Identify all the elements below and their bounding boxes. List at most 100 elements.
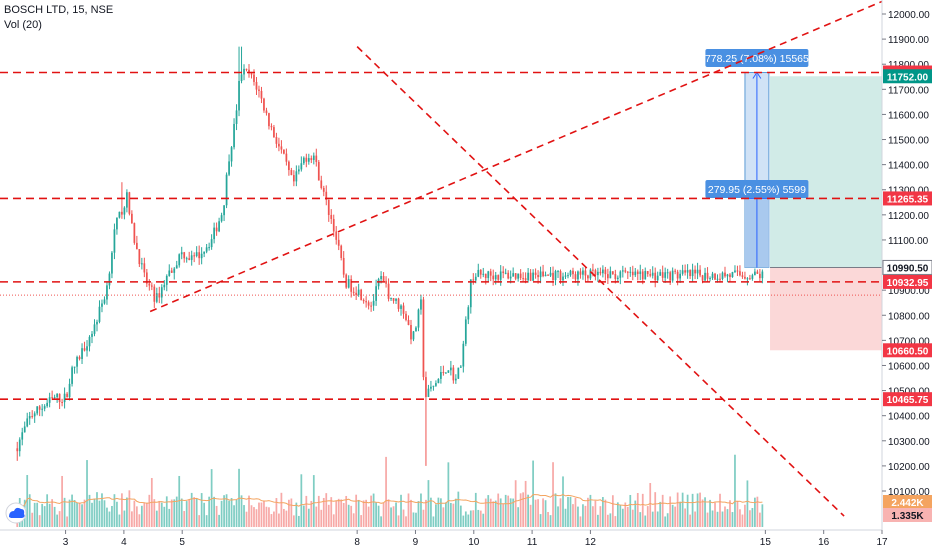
candle-body	[150, 285, 153, 287]
candle-body	[163, 284, 166, 288]
price-range-measure-tool[interactable]: 778.25 (7.08%) 15565 279.95 (2.55%) 5599	[705, 49, 809, 268]
loss-zone[interactable]	[770, 267, 882, 351]
volume-bar	[549, 515, 552, 527]
volume-bar	[288, 499, 290, 527]
candle-body	[63, 393, 66, 403]
volume-ma-axis-label	[883, 495, 932, 509]
candle-body	[188, 258, 191, 260]
volume-bar	[746, 480, 749, 527]
candle-body	[557, 271, 559, 273]
volume-bar	[342, 502, 345, 527]
volume-bar	[268, 507, 270, 527]
volume-bar	[736, 500, 739, 527]
measure-label-text: 778.25 (7.08%) 15565	[705, 53, 809, 65]
volume-bar	[66, 516, 68, 527]
candle-body	[739, 271, 741, 276]
candle-body	[689, 270, 691, 277]
volume-bar	[270, 514, 273, 527]
volume-bar	[559, 498, 562, 527]
candle-body	[484, 273, 487, 279]
candle-body	[355, 292, 358, 295]
volume-bar	[529, 504, 532, 527]
long-position-tool[interactable]	[770, 76, 882, 351]
candle-body	[744, 276, 746, 279]
volume-bar	[175, 496, 178, 527]
candle-body	[53, 397, 56, 399]
volume-bar	[731, 512, 734, 527]
volume-bar	[195, 498, 198, 527]
volume-bar	[101, 493, 103, 527]
candle-body	[337, 239, 340, 246]
time-axis[interactable]: 3 4 5 8 9 10 11 12 15 16 17	[0, 529, 888, 548]
candle-body	[457, 367, 460, 379]
candle-body	[634, 271, 637, 276]
candle-body	[701, 275, 704, 281]
volume-bar	[203, 502, 206, 527]
candle-body	[686, 270, 689, 273]
volume-bar	[487, 495, 490, 527]
volume-bar	[636, 493, 639, 527]
candle-body	[38, 406, 41, 410]
price-axis[interactable]: 12000.0011900.0011800.0011700.0011600.00…	[881, 0, 932, 530]
time-tick-label: 15	[760, 537, 772, 548]
volume-bar	[106, 507, 108, 527]
volume-bar	[392, 506, 395, 527]
candle-body	[477, 269, 480, 277]
volume-bar	[223, 495, 225, 527]
volume-bar	[402, 509, 405, 527]
candle-body	[746, 278, 749, 280]
time-tick-label: 10	[468, 537, 480, 548]
candle-body	[307, 158, 310, 162]
volume-bar	[701, 499, 704, 527]
volume-bar	[310, 500, 313, 527]
candle-body	[661, 272, 664, 278]
volume-bar	[449, 502, 452, 527]
candle-body	[664, 272, 667, 278]
volume-bar	[352, 513, 355, 527]
candle-body	[649, 274, 652, 276]
volume-bar	[410, 499, 412, 527]
drawing-lines[interactable]	[0, 0, 883, 517]
candle-body	[195, 252, 198, 257]
candle-body	[332, 218, 335, 232]
price-axis-label-text: 11752.00	[887, 72, 929, 83]
price-tick-label: 11700.00	[888, 85, 929, 96]
volume-bar	[26, 475, 29, 527]
candle-body	[78, 356, 81, 359]
volume-bar	[302, 505, 305, 527]
candle-body	[445, 372, 447, 374]
candle-body	[123, 207, 126, 215]
candle-body	[312, 155, 315, 161]
candle-body	[285, 153, 288, 162]
volume-bar	[131, 511, 133, 527]
candle-body	[519, 273, 522, 279]
volume-bar	[218, 514, 220, 527]
candle-body	[233, 123, 235, 148]
volume-bar	[554, 493, 557, 527]
candle-body	[215, 227, 218, 232]
volume-bar	[86, 460, 88, 527]
price-tick-label: 10500.00	[888, 387, 930, 398]
candle-body	[636, 271, 639, 275]
candle-body	[674, 270, 677, 272]
volume-bar	[248, 495, 250, 527]
volume-bar	[290, 498, 293, 527]
profit-zone[interactable]	[770, 76, 882, 268]
trend-line[interactable]	[356, 46, 845, 517]
price-tick-label: 11100.00	[888, 236, 929, 247]
candle-body	[422, 299, 425, 378]
trend-line[interactable]	[149, 0, 883, 313]
volume-bar	[719, 493, 721, 527]
price-axis-label	[882, 259, 932, 275]
volume-bar	[509, 498, 512, 527]
candle-body	[387, 283, 390, 299]
candle-body	[734, 270, 736, 273]
candle-body	[41, 408, 44, 410]
candle-body	[676, 271, 679, 279]
candle-body	[709, 278, 711, 280]
candle-body	[684, 270, 686, 273]
volume-bar	[417, 501, 420, 527]
volume-bar	[629, 494, 632, 527]
candle-body	[487, 271, 490, 279]
